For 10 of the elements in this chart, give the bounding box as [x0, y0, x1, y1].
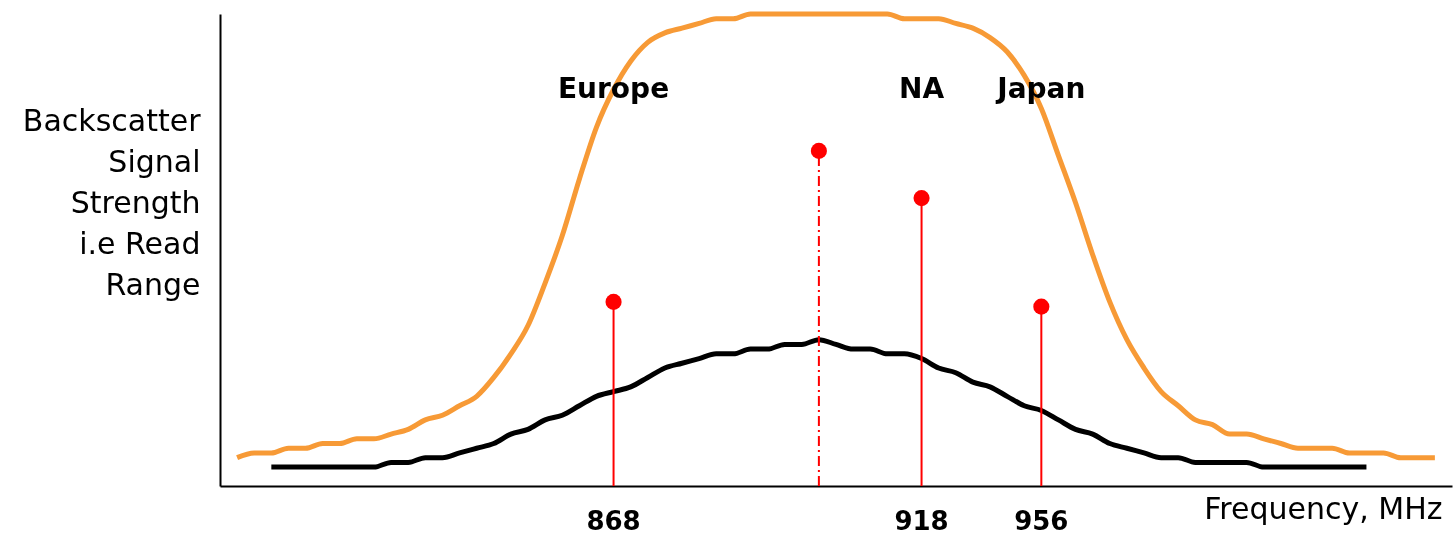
- y-axis-title: Backscatter Signal Strength i.e Read Range: [22, 102, 202, 302]
- point: [605, 293, 622, 310]
- x-axis-title: Frequency, MHz: [1204, 490, 1443, 526]
- x-tick-label: 868: [586, 505, 641, 536]
- annotation: NA: [899, 71, 945, 105]
- x-tick-label: 918: [894, 505, 949, 536]
- x-tick-label: 956: [1014, 505, 1069, 536]
- point: [1033, 298, 1050, 315]
- point: [913, 190, 930, 207]
- point: [810, 142, 827, 159]
